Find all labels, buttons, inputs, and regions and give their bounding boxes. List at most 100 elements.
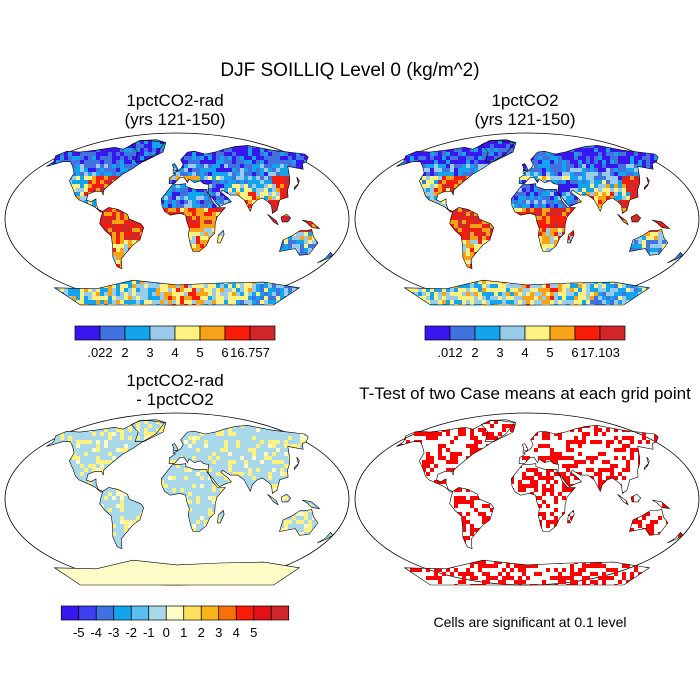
grid-cell — [68, 152, 72, 156]
grid-cell — [100, 300, 104, 304]
grid-cell — [216, 176, 220, 180]
grid-cell — [92, 200, 96, 204]
grid-cell — [446, 160, 450, 164]
grid-cell — [458, 232, 462, 236]
coastline-australia — [279, 229, 319, 256]
grid-cell — [478, 304, 482, 305]
grid-cell — [438, 140, 442, 144]
grid-cell — [208, 172, 212, 176]
grid-cell — [534, 164, 538, 168]
grid-cell — [148, 288, 152, 292]
grid-cell — [152, 148, 156, 152]
grid-cell — [220, 184, 224, 188]
grid-cell — [454, 212, 458, 216]
grid-cell — [244, 284, 248, 288]
grid-cell — [104, 228, 108, 232]
grid-cell — [530, 300, 534, 304]
grid-cell — [260, 288, 264, 292]
grid-cell — [422, 156, 426, 160]
grid-cell — [112, 240, 116, 244]
grid-cell — [490, 284, 494, 288]
grid-cell — [514, 196, 518, 200]
grid-cell — [224, 156, 228, 160]
grid-cell — [228, 304, 232, 305]
grid-cell — [426, 296, 430, 300]
grid-cell — [212, 164, 216, 168]
grid-cell — [324, 256, 328, 260]
grid-cell — [220, 200, 224, 204]
grid-cell — [172, 304, 176, 305]
grid-cell — [188, 156, 192, 160]
grid-cell — [260, 156, 264, 160]
grid-cell — [104, 152, 108, 156]
grid-cell — [240, 148, 244, 152]
grid-cell — [200, 288, 204, 292]
grid-cell — [208, 228, 212, 232]
grid-cell — [196, 188, 200, 192]
grid-cell — [280, 192, 284, 196]
grid-cell — [188, 200, 192, 204]
grid-cell — [252, 196, 256, 200]
grid-cell — [192, 288, 196, 292]
grid-cell — [116, 304, 120, 305]
grid-cell — [474, 156, 478, 160]
grid-cell — [474, 288, 478, 292]
grid-cell — [446, 152, 450, 156]
coastline-indonesia-borneo — [280, 213, 292, 223]
grid-cell — [292, 156, 296, 160]
grid-cell — [80, 132, 84, 136]
grid-cell — [534, 196, 538, 200]
grid-cell — [76, 184, 80, 188]
grid-cell — [462, 224, 466, 228]
grid-cell — [100, 216, 104, 220]
grid-cell — [220, 192, 224, 196]
grid-cell — [462, 236, 466, 240]
grid-cell — [176, 192, 180, 196]
grid-cell — [240, 160, 244, 164]
grid-cell — [438, 132, 442, 136]
grid-cell — [490, 300, 494, 304]
grid-cell — [108, 224, 112, 228]
grid-cell — [410, 284, 414, 288]
grid-cell — [486, 148, 490, 152]
grid-cell — [72, 292, 76, 296]
grid-cell — [84, 139, 88, 140]
grid-cell — [526, 304, 530, 305]
grid-cell — [200, 188, 204, 192]
grid-cell — [268, 152, 272, 156]
grid-cell — [426, 188, 430, 192]
grid-cell — [72, 160, 76, 164]
grid-cell — [200, 204, 204, 208]
grid-cell — [466, 220, 470, 224]
grid-cell — [244, 188, 248, 192]
grid-cell — [260, 184, 264, 188]
colorbar-label: 16.757 — [230, 345, 270, 360]
grid-cell — [208, 296, 212, 300]
grid-cell — [422, 292, 426, 296]
grid-cell — [156, 284, 160, 288]
grid-cell — [176, 188, 180, 192]
grid-cell — [422, 172, 426, 176]
grid-cell — [252, 164, 256, 168]
grid-cell — [176, 288, 180, 292]
grid-cell — [312, 240, 316, 244]
grid-cell — [470, 240, 474, 244]
coastline-africa-eurasia — [160, 145, 309, 252]
grid-cell — [422, 152, 426, 156]
grid-cell — [450, 220, 454, 224]
grid-cell — [462, 220, 466, 224]
grid-cell — [264, 180, 268, 184]
grid-cell — [84, 188, 88, 192]
colorbar-rad: .022 2 3 4 5 6 16.757 — [74, 325, 276, 360]
grid-cell — [486, 144, 490, 148]
grid-cell — [96, 156, 100, 160]
grid-cell — [92, 156, 96, 160]
grid-cell — [466, 304, 470, 305]
grid-cell — [430, 152, 434, 156]
grid-cell — [510, 292, 514, 296]
grid-cell — [518, 204, 522, 208]
grid-cell — [204, 232, 208, 236]
grid-cell — [136, 152, 140, 156]
grid-cell — [248, 132, 252, 136]
grid-cell — [272, 156, 276, 160]
